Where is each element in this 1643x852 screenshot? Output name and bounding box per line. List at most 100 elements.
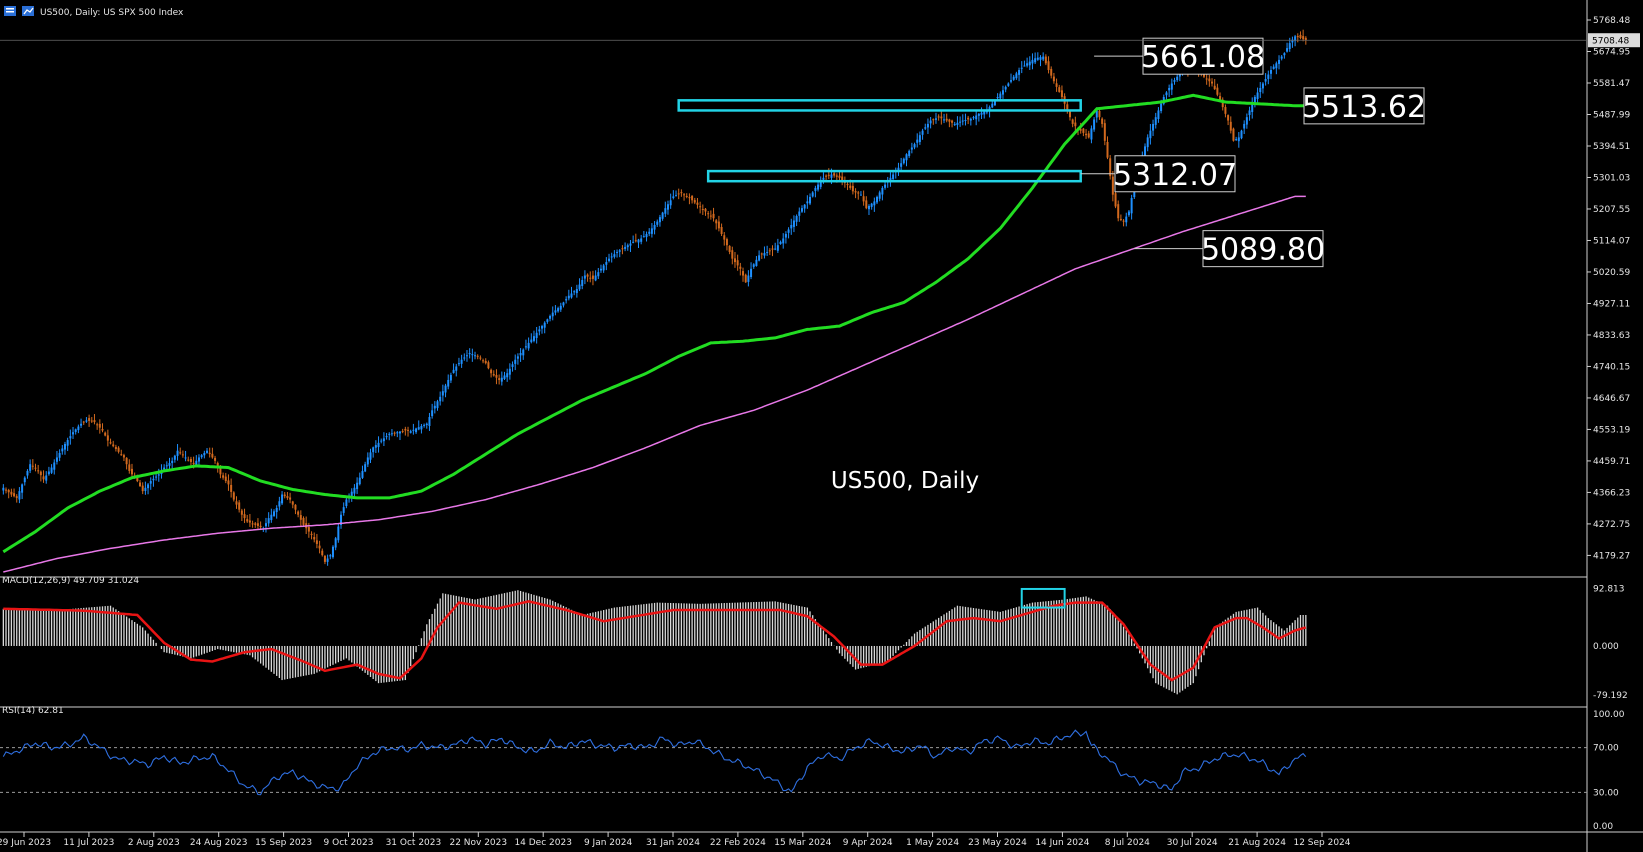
candle-body[interactable] <box>313 537 316 540</box>
candle-body[interactable] <box>747 275 750 282</box>
candle-body[interactable] <box>1202 74 1205 77</box>
candle-body[interactable] <box>63 443 66 450</box>
candle-body[interactable] <box>1103 123 1106 141</box>
candle-body[interactable] <box>1280 56 1283 59</box>
candle-body[interactable] <box>318 545 321 549</box>
candle-body[interactable] <box>656 221 659 225</box>
candle-body[interactable] <box>423 424 426 426</box>
candle-body[interactable] <box>85 420 88 422</box>
candle-body[interactable] <box>608 258 611 261</box>
candle-body[interactable] <box>1093 119 1096 130</box>
candle-body[interactable] <box>90 420 93 422</box>
candle-body[interactable] <box>908 150 911 156</box>
candle-body[interactable] <box>1224 107 1227 114</box>
candle-body[interactable] <box>784 233 787 238</box>
candle-body[interactable] <box>286 496 289 498</box>
candle-body[interactable] <box>460 359 463 364</box>
candle-body[interactable] <box>1001 90 1004 95</box>
candle-body[interactable] <box>34 467 37 469</box>
candle-body[interactable] <box>495 374 498 378</box>
candle-body[interactable] <box>380 440 383 442</box>
candle-body[interactable] <box>653 224 656 230</box>
candle-body[interactable] <box>404 428 407 431</box>
candle-body[interactable] <box>1237 137 1240 142</box>
candle-body[interactable] <box>1050 68 1053 76</box>
candle-body[interactable] <box>937 116 940 118</box>
candle-body[interactable] <box>50 467 53 473</box>
candle-body[interactable] <box>1227 115 1230 121</box>
main-price-panel[interactable]: 5661.08 5513.62 5312.07 5089.80 <box>0 29 1587 573</box>
candle-body[interactable] <box>543 322 546 328</box>
candle-body[interactable] <box>859 194 862 196</box>
candle-body[interactable] <box>492 374 495 376</box>
candle-body[interactable] <box>1302 36 1305 40</box>
candle-body[interactable] <box>117 447 120 452</box>
candle-body[interactable] <box>932 119 935 121</box>
candle-body[interactable] <box>795 216 798 222</box>
candle-body[interactable] <box>80 423 83 426</box>
candle-body[interactable] <box>141 485 144 492</box>
candle-body[interactable] <box>591 275 594 279</box>
candle-body[interactable] <box>892 174 895 180</box>
candle-body[interactable] <box>1034 58 1037 63</box>
candle-body[interactable] <box>29 464 32 471</box>
candle-body[interactable] <box>1068 111 1071 118</box>
candle-body[interactable] <box>490 369 493 374</box>
candle-body[interactable] <box>1146 137 1149 148</box>
candle-body[interactable] <box>511 364 514 367</box>
candle-body[interactable] <box>1010 80 1013 82</box>
candle-body[interactable] <box>1127 211 1130 216</box>
candle-body[interactable] <box>353 487 356 494</box>
candle-body[interactable] <box>763 253 766 256</box>
candle-body[interactable] <box>407 429 410 431</box>
candle-body[interactable] <box>744 274 747 283</box>
candle-body[interactable] <box>230 484 233 492</box>
candle-body[interactable] <box>1095 110 1098 118</box>
candle-body[interactable] <box>176 450 179 456</box>
candle-body[interactable] <box>171 460 174 464</box>
candle-body[interactable] <box>557 308 560 312</box>
candle-body[interactable] <box>616 251 619 253</box>
candle-body[interactable] <box>1101 118 1104 124</box>
candle-body[interactable] <box>913 144 916 148</box>
candle-body[interactable] <box>865 200 868 209</box>
candle-body[interactable] <box>291 501 294 505</box>
candle-body[interactable] <box>1211 81 1214 84</box>
candle-body[interactable] <box>857 192 860 194</box>
candle-body[interactable] <box>149 481 152 484</box>
candle-body[interactable] <box>297 511 300 515</box>
candle-body[interactable] <box>666 204 669 210</box>
candle-body[interactable] <box>479 357 482 359</box>
candle-body[interactable] <box>254 523 257 525</box>
candle-body[interactable] <box>1170 83 1173 90</box>
candle-body[interactable] <box>934 118 937 120</box>
candle-body[interactable] <box>1117 204 1120 219</box>
candle-body[interactable] <box>1074 122 1077 127</box>
candle-body[interactable] <box>1052 76 1055 82</box>
candle-body[interactable] <box>605 262 608 265</box>
candle-body[interactable] <box>1130 198 1133 214</box>
candle-body[interactable] <box>243 514 246 519</box>
candle-body[interactable] <box>42 476 45 480</box>
candle-body[interactable] <box>873 201 876 206</box>
candle-body[interactable] <box>157 474 160 476</box>
candle-body[interactable] <box>337 526 340 541</box>
candle-body[interactable] <box>96 424 99 426</box>
candle-body[interactable] <box>211 453 214 458</box>
candle-body[interactable] <box>1036 57 1039 60</box>
candle-body[interactable] <box>214 457 217 461</box>
candle-body[interactable] <box>294 504 297 510</box>
candle-body[interactable] <box>519 353 522 356</box>
candle-body[interactable] <box>299 515 302 520</box>
candle-body[interactable] <box>342 507 345 513</box>
candle-body[interactable] <box>707 213 710 215</box>
candle-body[interactable] <box>1020 67 1023 69</box>
candle-body[interactable] <box>273 511 276 516</box>
candle-body[interactable] <box>661 212 664 219</box>
candle-body[interactable] <box>1288 43 1291 50</box>
candle-body[interactable] <box>567 295 570 299</box>
candle-body[interactable] <box>926 123 929 128</box>
candle-body[interactable] <box>310 533 313 535</box>
candle-body[interactable] <box>1176 76 1179 80</box>
candle-body[interactable] <box>1269 70 1272 74</box>
